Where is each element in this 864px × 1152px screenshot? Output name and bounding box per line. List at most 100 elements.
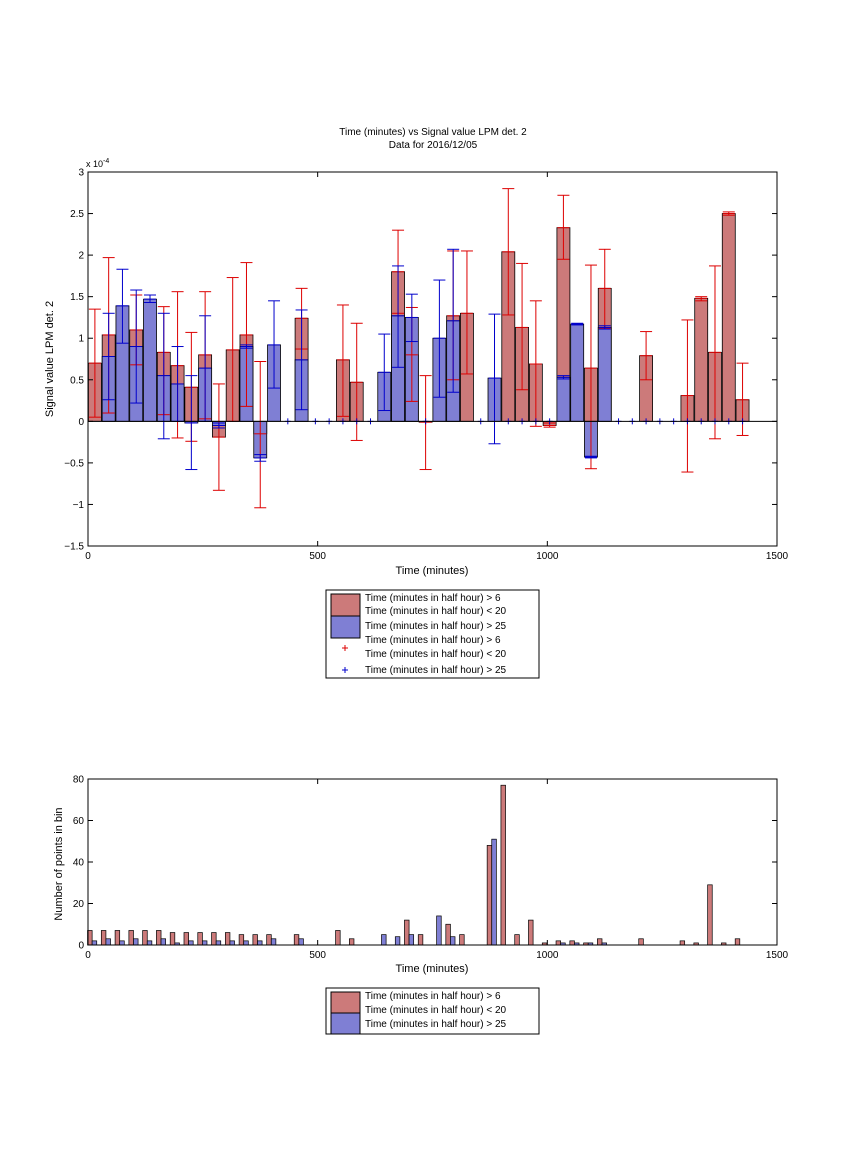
hist-red-bar	[445, 923, 451, 946]
main-axes-frame	[87, 171, 778, 547]
main-red-errorbar	[722, 211, 735, 216]
hist-blue-bar	[105, 938, 111, 946]
main-red-errorbar	[584, 264, 597, 470]
main-y-tick-label: −0.5	[64, 458, 84, 469]
main-legend-red-marker	[342, 645, 348, 651]
hist-red-bar	[142, 930, 148, 946]
hist-red-bar	[224, 932, 231, 946]
main-blue-errorbar	[102, 312, 115, 401]
hist-y-tick-label: 80	[73, 775, 85, 786]
main-x-tick-label: 500	[309, 551, 326, 562]
main-legend-blue-line1: Time (minutes in half hour) > 25	[365, 621, 507, 632]
main-red-errorbar	[557, 194, 570, 260]
hist-red-bars	[87, 784, 741, 946]
hist-axes-frame	[87, 778, 778, 946]
main-red-errorbar	[516, 262, 529, 391]
hist-blue-bar	[215, 940, 222, 946]
main-red-errorbar	[502, 188, 515, 316]
hist-red-bar	[128, 930, 134, 946]
main-y-tick-label: 0.5	[70, 375, 84, 386]
main-x-tick-label: 1000	[536, 551, 559, 562]
hist-y-ticks: 0 20 40 60 80	[73, 775, 777, 952]
hist-red-bar	[266, 934, 272, 946]
main-blue-errorbar	[212, 422, 225, 429]
main-y-tick-label: 2	[78, 251, 84, 262]
main-red-errorbar	[529, 300, 542, 427]
main-blue-errorbar	[447, 248, 460, 393]
main-red-bar	[694, 297, 709, 422]
main-y-tick-label: 3	[78, 168, 84, 179]
main-title: Time (minutes) vs Signal value LPM det. …	[339, 127, 527, 138]
main-blue-errorbar	[254, 454, 267, 462]
hist-legend-blue-line1: Time (minutes in half hour) > 25	[365, 1019, 507, 1030]
main-legend-red-line1: Time (minutes in half hour) > 6	[365, 593, 501, 604]
hist-blue-bar	[257, 940, 263, 946]
hist-blue-bar	[381, 934, 387, 946]
hist-blue-bar	[491, 838, 497, 946]
main-legend-box	[325, 589, 540, 679]
hist-red-bar	[459, 934, 465, 946]
hist-y-tick-label: 0	[78, 941, 84, 952]
main-legend-blue-marker	[342, 667, 348, 673]
main-y-label: Signal value LPM det. 2	[44, 301, 56, 417]
hist-x-label: Time (minutes)	[396, 963, 469, 975]
hist-legend-red-line1: Time (minutes in half hour) > 6	[365, 991, 501, 1002]
hist-red-bar	[404, 919, 410, 946]
hist-red-bar	[500, 784, 506, 946]
main-x-tick-label: 0	[85, 551, 91, 562]
main-blue-errorbar	[130, 289, 143, 404]
main-chart: Time (minutes) vs Signal value LPM det. …	[44, 127, 789, 577]
hist-red-bar	[679, 940, 686, 946]
hist-x-tick-label: 500	[309, 950, 326, 961]
main-blue-errorbar	[557, 375, 570, 380]
hist-red-bar	[238, 934, 245, 946]
main-x-tick-label: 1500	[766, 551, 789, 562]
main-blue-errorbar	[405, 293, 418, 343]
hist-blue-bar	[160, 938, 166, 946]
main-y-ticks: −1.5 −1 −0.5 0 0.5 1 1.5 2 2.5 3	[64, 168, 777, 553]
main-blue-errorbar	[268, 300, 281, 389]
main-red-errorbar	[254, 360, 267, 509]
main-y-tick-label: −1	[73, 500, 85, 511]
main-legend-bluemk-line1: Time (minutes in half hour) > 25	[365, 665, 507, 676]
hist-x-tick-label: 1500	[766, 950, 789, 961]
main-y-tick-label: 1.5	[70, 292, 84, 303]
main-x-ticks: 0 500 1000 1500	[85, 172, 789, 562]
main-legend-red-swatch	[330, 593, 361, 617]
main-red-errorbar	[640, 331, 653, 381]
main-red-bar	[721, 213, 736, 422]
main-blue-errorbar	[240, 344, 253, 349]
hist-y-tick-label: 20	[73, 899, 85, 910]
main-blue-errorbar	[571, 322, 584, 326]
main-legend: Time (minutes in half hour) > 6 Time (mi…	[325, 589, 540, 679]
main-y-tick-label: 0	[78, 417, 84, 428]
hist-legend-red-line2: Time (minutes in half hour) < 20	[365, 1005, 507, 1016]
main-red-errorbar	[240, 262, 253, 407]
main-legend-red-line2: Time (minutes in half hour) < 20	[365, 606, 507, 617]
hist-red-bar	[734, 938, 741, 946]
hist-red-bar	[100, 930, 107, 946]
main-blue-errorbar	[116, 268, 129, 344]
hist-y-label: Number of points in bin	[53, 807, 65, 920]
main-blue-bar	[143, 298, 157, 422]
hist-blue-bar	[202, 940, 208, 946]
hist-blue-bar	[298, 938, 304, 946]
hist-red-bar	[293, 934, 300, 946]
hist-legend-blue-swatch	[330, 1012, 361, 1035]
main-y-exponent: x 10-4	[86, 158, 109, 169]
main-y-tick-label: 1	[78, 334, 84, 345]
main-blue-errorbar	[378, 333, 391, 412]
main-x-label: Time (minutes)	[396, 565, 469, 577]
main-y-tick-label: 2.5	[70, 209, 84, 220]
hist-red-bar	[597, 938, 603, 946]
hist-legend-red-swatch	[330, 991, 361, 1014]
main-legend-blue-swatch	[330, 615, 361, 639]
hist-blue-bar	[270, 938, 277, 946]
hist-blue-bar	[450, 936, 456, 946]
hist-red-bar	[335, 930, 341, 946]
main-subtitle: Data for 2016/12/05	[389, 140, 478, 151]
main-legend-redmk-line2: Time (minutes in half hour) < 20	[365, 649, 507, 660]
main-blue-errorbar	[584, 455, 597, 459]
main-blue-errorbar	[598, 325, 611, 330]
